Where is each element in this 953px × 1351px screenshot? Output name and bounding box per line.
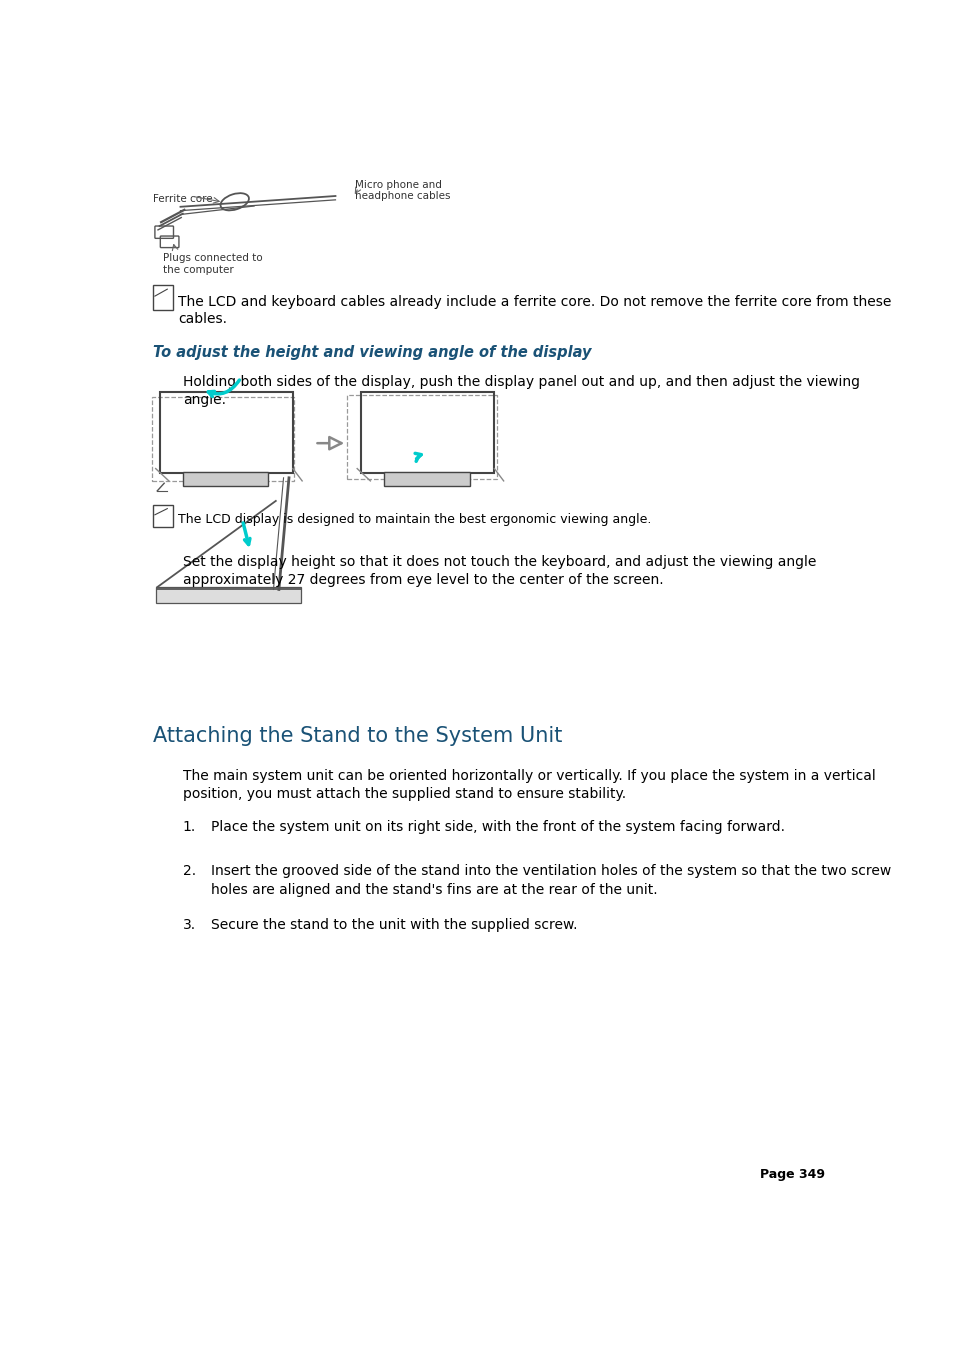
Text: Set the display height so that it does not touch the keyboard, and adjust the vi: Set the display height so that it does n… — [183, 555, 816, 569]
Text: Insert the grooved side of the stand into the ventilation holes of the system so: Insert the grooved side of the stand int… — [212, 865, 891, 878]
Bar — [347, 396, 497, 480]
Text: Ferrite core: Ferrite core — [153, 195, 213, 204]
Text: approximately 27 degrees from eye level to the center of the screen.: approximately 27 degrees from eye level … — [183, 573, 662, 588]
Text: Page 349: Page 349 — [759, 1167, 823, 1181]
Text: To adjust the height and viewing angle of the display: To adjust the height and viewing angle o… — [153, 346, 591, 361]
Text: 3.: 3. — [183, 919, 195, 932]
Bar — [152, 397, 294, 481]
Bar — [183, 471, 268, 485]
Text: Attaching the Stand to the System Unit: Attaching the Stand to the System Unit — [153, 725, 562, 746]
Text: The main system unit can be oriented horizontally or vertically. If you place th: The main system unit can be oriented hor… — [183, 769, 875, 782]
Text: cables.: cables. — [178, 312, 227, 327]
Text: Holding both sides of the display, push the display panel out and up, and then a: Holding both sides of the display, push … — [183, 374, 859, 389]
Bar — [159, 392, 293, 473]
Text: 2.: 2. — [183, 865, 195, 878]
Text: position, you must attach the supplied stand to ensure stability.: position, you must attach the supplied s… — [183, 788, 625, 801]
Bar — [384, 471, 469, 485]
Text: Plugs connected to
the computer: Plugs connected to the computer — [162, 253, 262, 274]
Text: Place the system unit on its right side, with the front of the system facing for: Place the system unit on its right side,… — [212, 820, 784, 835]
Text: Micro phone and
headphone cables: Micro phone and headphone cables — [355, 180, 450, 201]
Text: The LCD and keyboard cables already include a ferrite core. Do not remove the fe: The LCD and keyboard cables already incl… — [178, 295, 891, 308]
Text: angle.: angle. — [183, 393, 226, 407]
Bar — [360, 392, 494, 473]
Text: 1.: 1. — [183, 820, 196, 835]
Text: The LCD display is designed to maintain the best ergonomic viewing angle.: The LCD display is designed to maintain … — [178, 513, 651, 527]
Text: holes are aligned and the stand's fins are at the rear of the unit.: holes are aligned and the stand's fins a… — [212, 882, 658, 897]
Text: Secure the stand to the unit with the supplied screw.: Secure the stand to the unit with the su… — [212, 919, 578, 932]
Bar — [155, 588, 301, 603]
